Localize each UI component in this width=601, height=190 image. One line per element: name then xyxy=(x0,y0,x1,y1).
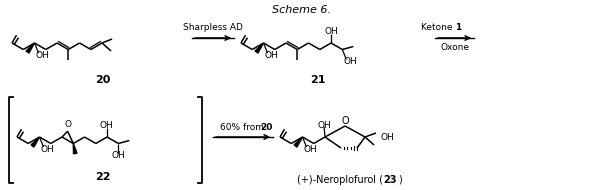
Text: OH: OH xyxy=(304,146,317,154)
Text: OH: OH xyxy=(343,57,357,66)
Text: 22: 22 xyxy=(95,172,111,182)
Text: 20: 20 xyxy=(96,75,111,85)
Text: ): ) xyxy=(398,175,402,185)
Text: 1: 1 xyxy=(455,24,461,32)
Text: 21: 21 xyxy=(310,75,326,85)
Polygon shape xyxy=(31,137,40,147)
Text: OH: OH xyxy=(264,51,278,60)
Text: OH: OH xyxy=(99,121,113,131)
Text: OH: OH xyxy=(111,151,125,160)
Text: Oxone: Oxone xyxy=(441,44,469,52)
Text: OH: OH xyxy=(35,51,49,60)
Text: Scheme 6.: Scheme 6. xyxy=(272,5,331,15)
Text: 23: 23 xyxy=(383,175,397,185)
Polygon shape xyxy=(255,43,263,53)
Text: OH: OH xyxy=(317,120,331,130)
Polygon shape xyxy=(73,143,77,154)
Text: Ketone: Ketone xyxy=(421,24,455,32)
Text: O: O xyxy=(64,120,71,129)
Text: OH: OH xyxy=(380,134,394,142)
Polygon shape xyxy=(26,43,34,53)
Text: 60% from: 60% from xyxy=(219,123,266,131)
Text: OH: OH xyxy=(324,28,338,36)
Text: Sharpless AD: Sharpless AD xyxy=(183,24,243,32)
Text: 20: 20 xyxy=(260,123,272,131)
Polygon shape xyxy=(294,137,302,147)
Text: O: O xyxy=(341,116,349,126)
Text: (+)-Neroplofurol (: (+)-Neroplofurol ( xyxy=(297,175,383,185)
Text: OH: OH xyxy=(41,146,55,154)
